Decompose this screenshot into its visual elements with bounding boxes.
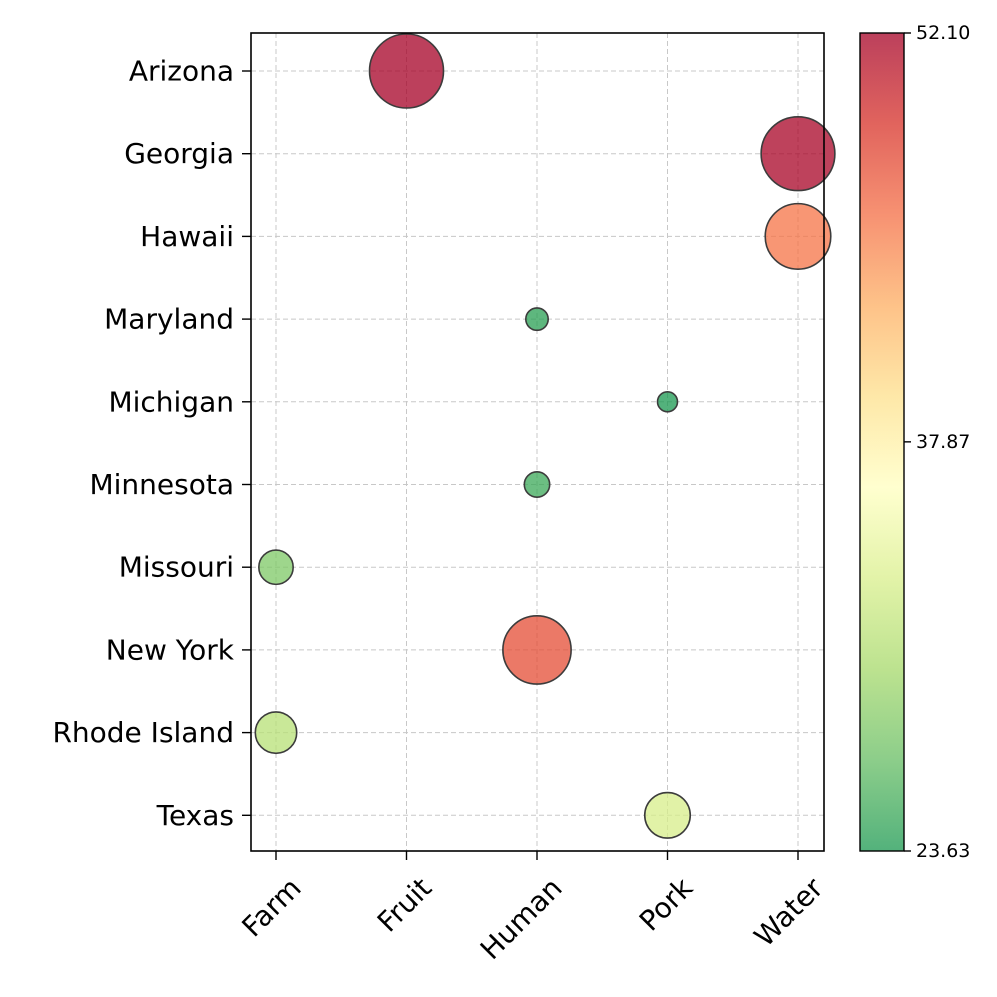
data-points xyxy=(254,33,836,839)
x-tick-label-human: Human xyxy=(474,871,569,966)
colorbar-tick-label-1: 37.87 xyxy=(916,431,970,453)
bubble-michigan-pork xyxy=(656,390,679,413)
y-tick-label-arizona: Arizona xyxy=(129,55,234,88)
bubble-missouri-farm xyxy=(258,549,294,586)
x-tick-label-farm: Farm xyxy=(236,871,308,943)
bubble-rhode-island-farm xyxy=(254,711,298,755)
y-axis: Arizona Georgia Hawaii Maryland Michigan Minn… xyxy=(52,55,251,832)
x-axis: Farm Fruit Human Pork Water xyxy=(236,851,830,966)
y-tick-label-georgia: Georgia xyxy=(124,137,234,170)
bubble-hawaii-water xyxy=(764,202,832,270)
y-tick-label-missouri: Missouri xyxy=(119,551,234,584)
bubble-maryland-human xyxy=(524,307,549,332)
y-tick-label-rhode-island: Rhode Island xyxy=(52,716,234,749)
colorbar-gradient xyxy=(859,32,905,852)
bubble-arizona-fruit xyxy=(368,33,445,109)
y-tick-label-minnesota: Minnesota xyxy=(89,468,234,501)
bubble-georgia-water xyxy=(760,116,836,192)
x-tick-label-water: Water xyxy=(748,871,830,953)
y-tick-label-new-york: New York xyxy=(106,633,235,666)
x-tick-label-pork: Pork xyxy=(633,871,700,938)
bubble-minnesota-human xyxy=(523,471,551,498)
y-tick-label-hawaii: Hawaii xyxy=(140,220,234,253)
colorbar-tick-label-2: 23.63 xyxy=(916,840,970,862)
grid-lines xyxy=(251,33,824,851)
colorbar: 52.10 37.87 23.63 xyxy=(859,22,970,862)
colorbar-tick-label-0: 52.10 xyxy=(916,22,970,44)
y-tick-label-texas: Texas xyxy=(156,799,234,832)
y-tick-label-michigan: Michigan xyxy=(108,385,234,418)
y-tick-label-maryland: Maryland xyxy=(104,303,234,336)
x-tick-label-fruit: Fruit xyxy=(371,871,438,938)
bubble-texas-pork xyxy=(643,791,692,839)
bubble-new-york-human xyxy=(502,614,572,685)
